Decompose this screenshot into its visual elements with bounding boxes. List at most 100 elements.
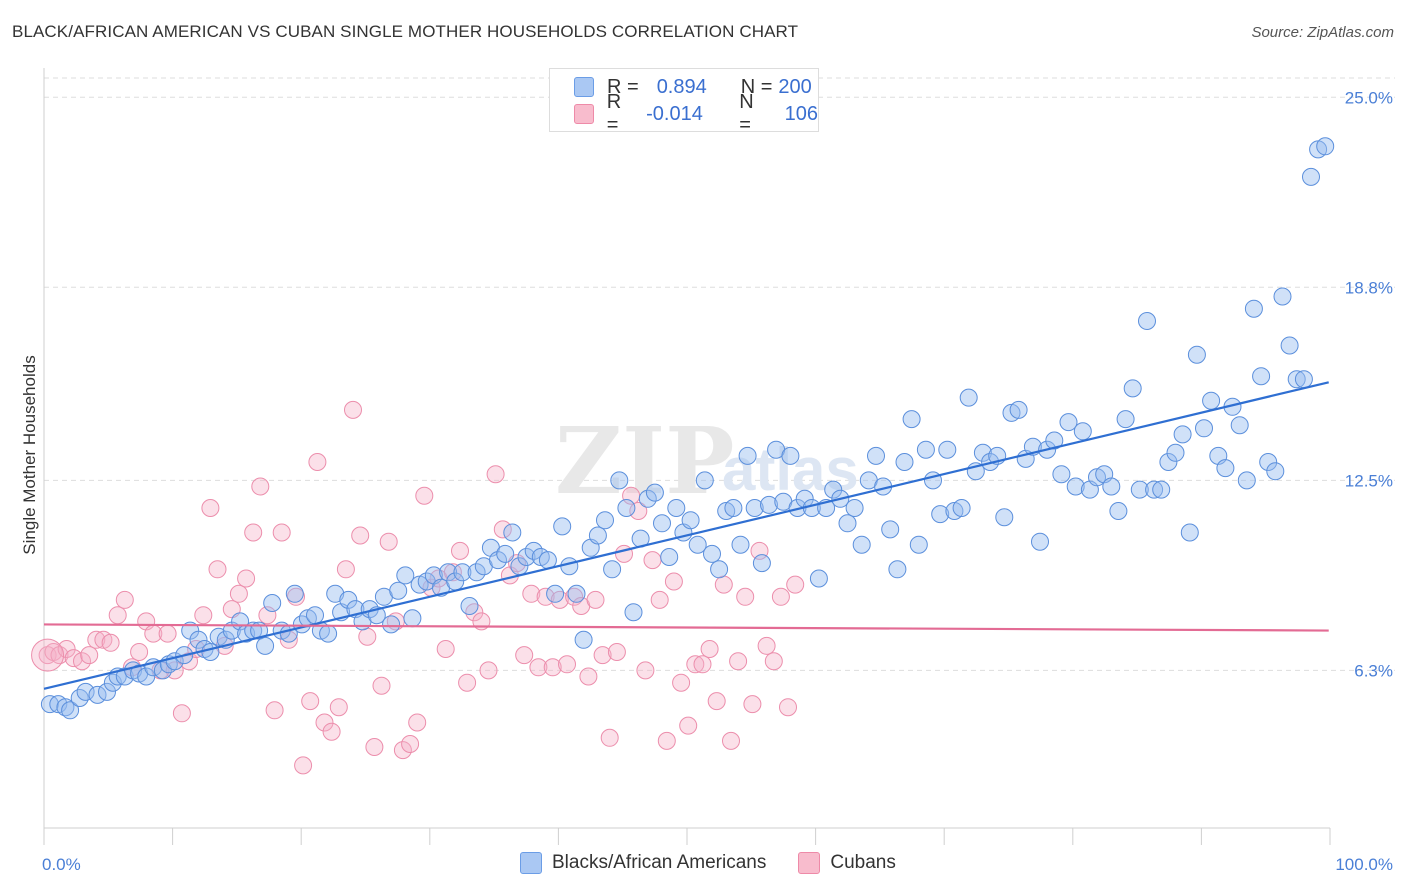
cubans-trend-line: [43, 623, 1329, 632]
blacks-points: [40, 137, 1335, 720]
cubans-point: [408, 713, 427, 732]
cubans-swatch: [574, 104, 594, 124]
blacks-point: [489, 551, 507, 570]
blacks-point: [306, 606, 324, 625]
cubans-point: [493, 520, 512, 539]
blacks-legend-label: Blacks/African Americans: [552, 852, 767, 873]
n-label: N =: [740, 75, 773, 98]
blacks-point: [888, 560, 907, 579]
cubans-point: [73, 652, 91, 671]
cubans-point: [201, 499, 220, 517]
correlation-legend: R = 0.894 N = 200 R = -0.014 N = 106: [549, 68, 819, 136]
cubans-point: [643, 551, 662, 570]
cubans-point: [372, 676, 391, 695]
cubans-point: [607, 643, 626, 661]
cubans-point: [771, 587, 790, 606]
cubans-point: [251, 477, 270, 496]
blacks-point: [745, 499, 764, 517]
blacks-point: [645, 483, 664, 502]
blacks-point: [1244, 299, 1263, 318]
cubans-point: [322, 722, 341, 741]
blacks-point: [201, 643, 220, 661]
cubans-point: [714, 575, 733, 594]
blacks-point: [1237, 471, 1256, 490]
blacks-point: [76, 682, 95, 701]
blacks-point: [1031, 532, 1049, 551]
cubans-point: [436, 640, 455, 658]
blacks-point: [1166, 443, 1185, 462]
r-label: R =: [606, 91, 622, 136]
blacks-point: [660, 548, 679, 566]
blacks-point: [567, 584, 586, 603]
cubans-point: [558, 655, 576, 674]
blacks-point: [1294, 370, 1313, 389]
y-tick-label: 6.3%: [1354, 661, 1393, 680]
cubans-point: [87, 630, 106, 649]
blacks-point: [667, 499, 686, 517]
cubans-point: [358, 627, 377, 646]
blacks-point: [1073, 422, 1092, 441]
n-label: N =: [739, 91, 754, 136]
legend-item-cubans: Cubans: [798, 852, 896, 874]
cubans-legend-swatch: [798, 852, 821, 874]
blacks-point: [717, 502, 736, 520]
cubans-legend-label: Cubans: [830, 852, 896, 873]
y-tick-label: 25.0%: [1345, 88, 1393, 107]
r-label: R =: [607, 75, 639, 98]
blacks-point: [881, 520, 900, 539]
cubans-point: [301, 692, 320, 711]
cubans-point: [344, 400, 362, 419]
blacks-point: [256, 636, 275, 655]
blacks-point: [909, 535, 928, 554]
cubans-point: [543, 658, 562, 677]
blacks-point: [617, 499, 636, 517]
n-value-blacks: 200: [778, 75, 812, 98]
blacks-point: [56, 698, 75, 717]
blacks-point: [1187, 345, 1206, 364]
blacks-swatch: [574, 77, 594, 97]
blacks-point: [1145, 480, 1164, 499]
blacks-point: [973, 443, 992, 462]
cubans-point: [315, 713, 334, 732]
cubans-point: [508, 554, 526, 573]
cubans-point: [686, 655, 705, 674]
blacks-point: [574, 630, 593, 649]
cubans-point: [593, 646, 612, 665]
cubans-point: [458, 673, 477, 692]
series-legend: Blacks/African Americans Cubans: [520, 852, 928, 874]
blacks-point: [738, 446, 757, 465]
cubans-point: [194, 606, 213, 625]
blacks-point: [453, 563, 472, 582]
blacks-point: [263, 594, 282, 612]
blacks-point: [319, 624, 338, 643]
cubans-point: [237, 569, 256, 588]
blacks-point: [1123, 379, 1142, 398]
blacks-point: [1045, 431, 1064, 450]
cubans-point: [94, 630, 113, 649]
blacks-point: [603, 560, 622, 579]
blacks-point: [760, 495, 778, 514]
blacks-point: [460, 597, 479, 615]
blacks-point: [710, 560, 729, 579]
blacks-trend-line: [43, 381, 1329, 690]
blacks-point: [382, 615, 401, 634]
blacks-point: [1252, 367, 1271, 386]
cubans-point: [272, 523, 291, 542]
cubans-point: [779, 698, 797, 717]
blacks-point: [945, 502, 964, 520]
blacks-point: [688, 535, 707, 554]
blacks-point: [1059, 413, 1078, 432]
blacks-point: [596, 511, 614, 530]
source-label: Source: ZipAtlas.com: [1251, 24, 1394, 41]
cubans-point: [401, 735, 420, 753]
cubans-point: [757, 636, 776, 655]
cubans-points: [31, 400, 805, 775]
blacks-point: [467, 563, 486, 582]
legend-item-blacks: Blacks/African Americans: [520, 852, 766, 874]
cubans-point: [101, 633, 120, 652]
blacks-point: [1280, 336, 1299, 355]
blacks-point: [681, 511, 700, 530]
blacks-point: [588, 526, 607, 545]
cubans-point: [393, 741, 412, 760]
